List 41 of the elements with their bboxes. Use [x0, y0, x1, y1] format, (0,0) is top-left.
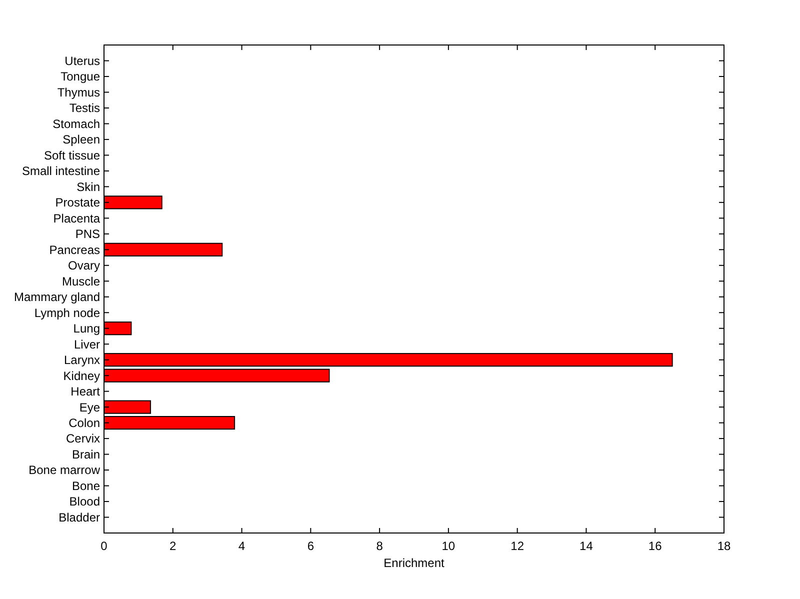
- y-tick-label: Eye: [79, 400, 100, 414]
- x-tick-label: 0: [100, 539, 108, 553]
- y-tick-label: Soft tissue: [44, 148, 100, 162]
- y-tick-label: Uterus: [64, 54, 100, 68]
- x-tick-label: 6: [307, 539, 314, 553]
- y-tick-label: Prostate: [55, 196, 100, 210]
- x-tick-label: 16: [648, 539, 662, 553]
- x-tick-label: 8: [376, 539, 384, 553]
- y-tick-label: Lung: [73, 322, 100, 336]
- y-tick-label: Larynx: [64, 353, 100, 368]
- y-tick-label: Blood: [69, 494, 100, 509]
- y-tick-label: Bone marrow: [28, 463, 100, 478]
- y-tick-label: Skin: [76, 180, 100, 194]
- x-tick-label: 14: [580, 539, 594, 553]
- y-tick-label: Mammary gland: [14, 290, 100, 304]
- y-tick-label: PNS: [75, 227, 100, 242]
- y-tick-label: Heart: [70, 384, 101, 399]
- y-tick-label: Spleen: [62, 132, 100, 147]
- x-tick-label: 2: [170, 539, 177, 553]
- y-tick-label: Liver: [74, 337, 100, 352]
- y-tick-label: Bladder: [58, 510, 100, 524]
- y-tick-label: Brain: [72, 447, 100, 462]
- y-tick-label: Stomach: [52, 116, 100, 131]
- y-tick-label: Kidney: [63, 368, 100, 383]
- y-tick-label: Cervix: [66, 432, 100, 446]
- y-tick-label: Placenta: [53, 211, 100, 226]
- y-tick-label: Small intestine: [22, 164, 100, 178]
- y-tick-label: Muscle: [62, 274, 100, 288]
- y-tick-label: Lymph node: [34, 306, 100, 320]
- y-tick-label: Tongue: [60, 70, 100, 84]
- y-tick-label: Colon: [68, 416, 100, 430]
- x-tick-label: 18: [717, 539, 731, 553]
- x-axis-title: Enrichment: [384, 556, 446, 570]
- y-tick-label: Ovary: [68, 258, 100, 273]
- y-tick-label: Thymus: [57, 85, 100, 100]
- x-tick-label: 12: [510, 539, 524, 553]
- x-tick-label: 4: [238, 539, 246, 553]
- y-tick-label: Bone: [72, 478, 100, 493]
- y-tick-label: Pancreas: [49, 242, 100, 257]
- y-tick-label: Testis: [69, 101, 100, 116]
- x-tick-label: 10: [442, 539, 456, 553]
